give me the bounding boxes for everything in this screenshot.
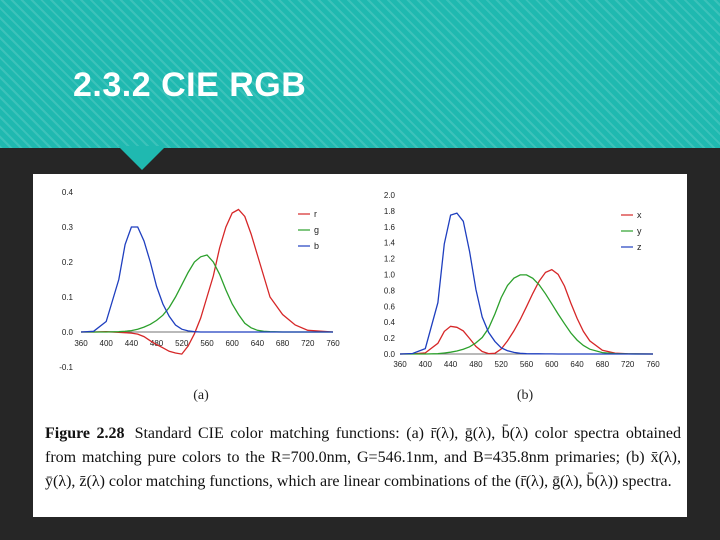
chart-b-y-tick-label: 0.8 (384, 286, 396, 295)
chart-a-x-tick-label: 760 (326, 339, 340, 348)
chart-a-y-tick-label: 0.2 (62, 258, 74, 267)
chart-a-x-tick-label: 720 (301, 339, 315, 348)
caption-label: Figure 2.28 (45, 425, 125, 442)
slide-title: 2.3.2 CIE RGB (73, 66, 307, 104)
chart-a-x-tick-label: 640 (251, 339, 265, 348)
chart-a-legend-label-g: g (314, 225, 319, 235)
chart-a-x-tick-label: 400 (100, 339, 114, 348)
chart-a-series-b-line (80, 226, 333, 333)
chart-a-y-tick-label: -0.1 (59, 363, 73, 372)
chart-b-y-tick-label: 2.0 (384, 191, 396, 200)
chart-b-x-tick-label: 680 (596, 360, 610, 369)
chart-a-x-tick-label: 360 (74, 339, 88, 348)
chart-b-series-z-line (399, 212, 653, 355)
chart-b-y-tick-label: 1.0 (384, 271, 396, 280)
chart-a-x-tick-label: 600 (226, 339, 240, 348)
chart-b-x-tick-label: 640 (570, 360, 584, 369)
chart-b-series-x-line (399, 268, 654, 355)
chart-b-x-tick-label: 480 (469, 360, 483, 369)
chart-a-y-tick-label: 0.3 (62, 223, 74, 232)
chart-a-y-tick-label: 0.0 (62, 328, 74, 337)
chart-a-legend-label-b: b (314, 241, 319, 251)
chart-a-legend-label-r: r (314, 209, 317, 219)
chart-b-y-tick-label: 0.6 (384, 302, 396, 311)
chart-b-legend-label-x: x (637, 210, 642, 220)
chart-b-legend-label-y: y (637, 226, 642, 236)
chart-b-x-tick-label: 400 (419, 360, 433, 369)
chart-b-y-tick-label: 0.2 (384, 334, 396, 343)
chart-b-y-tick-label: 0.0 (384, 350, 396, 359)
chart-b-series-y-line (400, 274, 654, 355)
chart-b-legend-label-z: z (637, 242, 642, 252)
chart-a-series-g-line (81, 254, 333, 333)
banner-pointer (118, 146, 166, 170)
chart-b-subtitle: (b) (517, 388, 534, 403)
chart-b-x-tick-label: 360 (393, 360, 407, 369)
chart-a-x-tick-label: 560 (200, 339, 214, 348)
chart-b-y-tick-label: 1.4 (384, 239, 396, 248)
figure-panel: 0.4 0.3 0.2 0.1 0.0 -0.1 360 400 440 480 520 560 600… (33, 174, 687, 517)
chart-b-x-tick-label: 560 (520, 360, 534, 369)
chart-b-x-tick-label: 760 (646, 360, 660, 369)
chart-b-y-tick-label: 1.6 (384, 223, 396, 232)
chart-a-x-tick-label: 680 (276, 339, 290, 348)
chart-a-subtitle: (a) (193, 388, 209, 403)
chart-b-x-tick-label: 600 (545, 360, 559, 369)
chart-b-x-tick-label: 520 (495, 360, 509, 369)
caption-text: Standard CIE color matching functions: (… (45, 425, 682, 490)
chart-b-x-tick-label: 440 (444, 360, 458, 369)
cie-charts: 0.4 0.3 0.2 0.1 0.0 -0.1 360 400 440 480 520 560 600… (59, 188, 660, 403)
chart-a-y-tick-label: 0.1 (62, 293, 74, 302)
chart-a-x-tick-label: 520 (175, 339, 189, 348)
chart-a-x-tick-label: 440 (125, 339, 139, 348)
title-banner (0, 0, 720, 148)
chart-b-x-tick-label: 720 (621, 360, 635, 369)
chart-b-y-tick-label: 1.8 (384, 207, 396, 216)
chart-a-series-r-line (81, 208, 334, 355)
chart-a-x-tick-label: 480 (150, 339, 164, 348)
chart-b-y-tick-label: 1.2 (384, 255, 396, 264)
figure-caption: Figure 2.28 Standard CIE color matching f… (45, 422, 681, 494)
chart-b-y-tick-label: 0.4 (384, 318, 396, 327)
chart-a-y-tick-label: 0.4 (62, 188, 74, 197)
